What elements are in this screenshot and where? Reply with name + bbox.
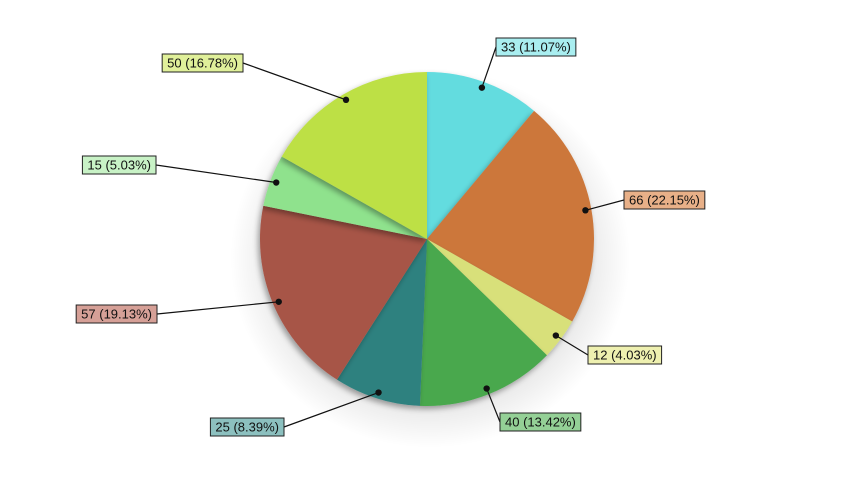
leader-dot-6	[275, 298, 282, 305]
slice-callout-7: 15 (5.03%)	[81, 155, 157, 175]
slice-label-box-5	[209, 417, 285, 437]
slice-label-1: 33 (11.07%)	[501, 39, 571, 54]
slice-label-3: 12 (4.03%)	[593, 347, 657, 362]
slice-label-8: 50 (16.78%)	[167, 55, 238, 70]
leader-dot-8	[342, 96, 350, 104]
pie-slice-8	[281, 72, 427, 239]
slice-label-2: 66 (22.15%)	[629, 192, 700, 207]
slice-label-box-8	[161, 53, 244, 73]
slice-label-box-4	[499, 412, 582, 432]
leader-line-2	[585, 199, 625, 211]
pie-slice-7	[263, 156, 427, 239]
slice-callout-6: 57 (19.13%)	[75, 304, 158, 324]
slice-label-5: 25 (8.39%)	[215, 419, 279, 434]
leader-dot-5	[375, 389, 382, 396]
pie-slice-5	[336, 239, 427, 406]
leader-dot-1	[478, 84, 486, 91]
slice-label-7: 15 (5.03%)	[87, 157, 151, 172]
slice-callout-3: 12 (4.03%)	[587, 345, 663, 365]
leader-line-5	[283, 391, 379, 428]
pie-slice-4	[419, 239, 547, 406]
slice-label-4: 40 (13.42%)	[505, 414, 576, 429]
leader-dot-2	[582, 207, 589, 214]
callouts-layer: 33 (11.07%) 66 (22.15%) 12 (4.03%) 40 (13.4…	[75, 37, 706, 437]
pie-slice-6	[260, 205, 427, 380]
pie-slice-2	[427, 110, 594, 322]
slice-label-box-6	[75, 304, 158, 324]
slice-callout-4: 40 (13.42%)	[499, 412, 582, 432]
leader-line-6	[156, 301, 279, 315]
slice-callout-2: 66 (22.15%)	[623, 190, 706, 210]
leader-line-1	[481, 46, 497, 88]
leader-dot-7	[273, 179, 280, 186]
leader-dot-3	[552, 332, 560, 339]
slice-label-box-2	[623, 190, 706, 210]
pie-slice-3	[427, 239, 573, 356]
slice-label-box-3	[587, 345, 663, 365]
slice-label-6: 57 (19.13%)	[81, 306, 152, 321]
slices-layer	[260, 72, 594, 406]
slice-callout-1: 33 (11.07%)	[495, 37, 577, 57]
pie-slice-1	[427, 72, 535, 239]
leader-line-8	[242, 62, 347, 101]
slice-label-box-1	[495, 37, 577, 57]
leader-line-4	[486, 388, 501, 423]
slice-callout-8: 50 (16.78%)	[161, 53, 244, 73]
leader-line-7	[155, 164, 277, 184]
leader-line-3	[555, 335, 589, 356]
slice-label-box-7	[81, 155, 157, 175]
leader-dot-4	[483, 385, 490, 392]
slice-callout-5: 25 (8.39%)	[209, 417, 285, 437]
